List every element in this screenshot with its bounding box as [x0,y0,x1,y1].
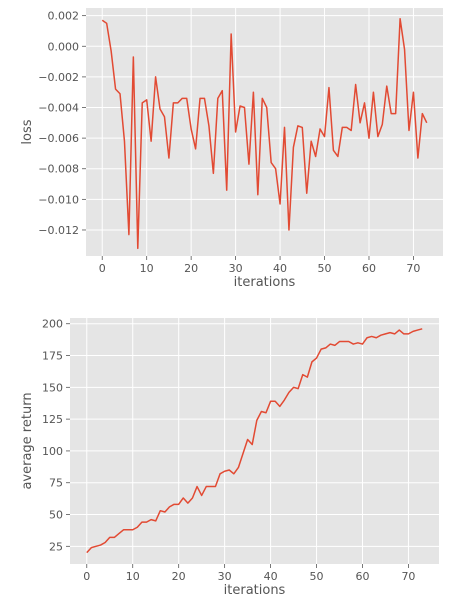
loss-y-tick-label: −0.008 [38,163,79,176]
return-x-tick-label: 50 [310,570,324,583]
return-x-tick-label: 60 [355,570,369,583]
loss-x-ticks: 0 10 20 30 40 50 60 70 [99,256,420,275]
loss-plot-area [86,8,443,256]
loss-x-tick-label: 70 [406,262,420,275]
loss-y-tick-label: −0.010 [38,193,79,206]
return-x-tick-label: 70 [401,570,415,583]
loss-y-tick-label: −0.002 [38,71,79,84]
loss-y-tick-label: −0.006 [38,132,79,145]
return-y-ticks: 25 50 75 100 125 150 175 200 [42,318,70,553]
return-y-tick-label: 150 [42,381,63,394]
loss-x-tick-label: 0 [99,262,106,275]
return-series-line [86,328,423,554]
return-y-tick-label: 100 [42,445,63,458]
loss-y-tick-label: −0.012 [38,224,79,237]
loss-x-tick-label: 10 [140,262,154,275]
return-x-tick-label: 0 [83,570,90,583]
return-y-tick-label: 50 [49,509,63,522]
return-x-tick-label: 20 [172,570,186,583]
loss-x-axis-label: iterations [234,275,296,290]
return-y-tick-label: 200 [42,318,63,331]
return-plot-area [70,318,439,564]
return-y-tick-label: 25 [49,540,63,553]
return-x-tick-label: 30 [218,570,232,583]
return-series [86,328,423,554]
loss-series [101,17,428,250]
loss-x-tick-label: 20 [184,262,198,275]
loss-x-tick-label: 50 [318,262,332,275]
loss-chart: 0 10 20 30 40 50 60 70 0.002 0.000 −0.002 −0.004 −0… [20,8,443,290]
return-y-tick-label: 125 [42,413,63,426]
loss-y-tick-label: 0.000 [48,40,80,53]
loss-y-tick-label: −0.004 [38,102,79,115]
return-y-tick-label: 175 [42,350,63,363]
loss-y-tick-label: 0.002 [48,10,80,23]
return-x-tick-label: 40 [264,570,278,583]
average-return-chart: 0 10 20 30 40 50 60 70 25 50 75 100 125 150 175 200 it… [20,318,439,598]
return-y-tick-label: 75 [49,477,63,490]
return-x-axis-label: iterations [224,583,286,598]
loss-y-axis-label: loss [20,119,35,144]
loss-x-tick-label: 60 [362,262,376,275]
loss-x-tick-label: 40 [273,262,287,275]
return-x-ticks: 0 10 20 30 40 50 60 70 [83,564,415,583]
loss-x-tick-label: 30 [229,262,243,275]
loss-series-line [101,17,428,250]
loss-y-ticks: 0.002 0.000 −0.002 −0.004 −0.006 −0.008 −0.010… [38,10,86,237]
return-x-tick-label: 10 [126,570,140,583]
return-gridlines [70,318,439,564]
return-y-axis-label: average return [20,392,35,489]
